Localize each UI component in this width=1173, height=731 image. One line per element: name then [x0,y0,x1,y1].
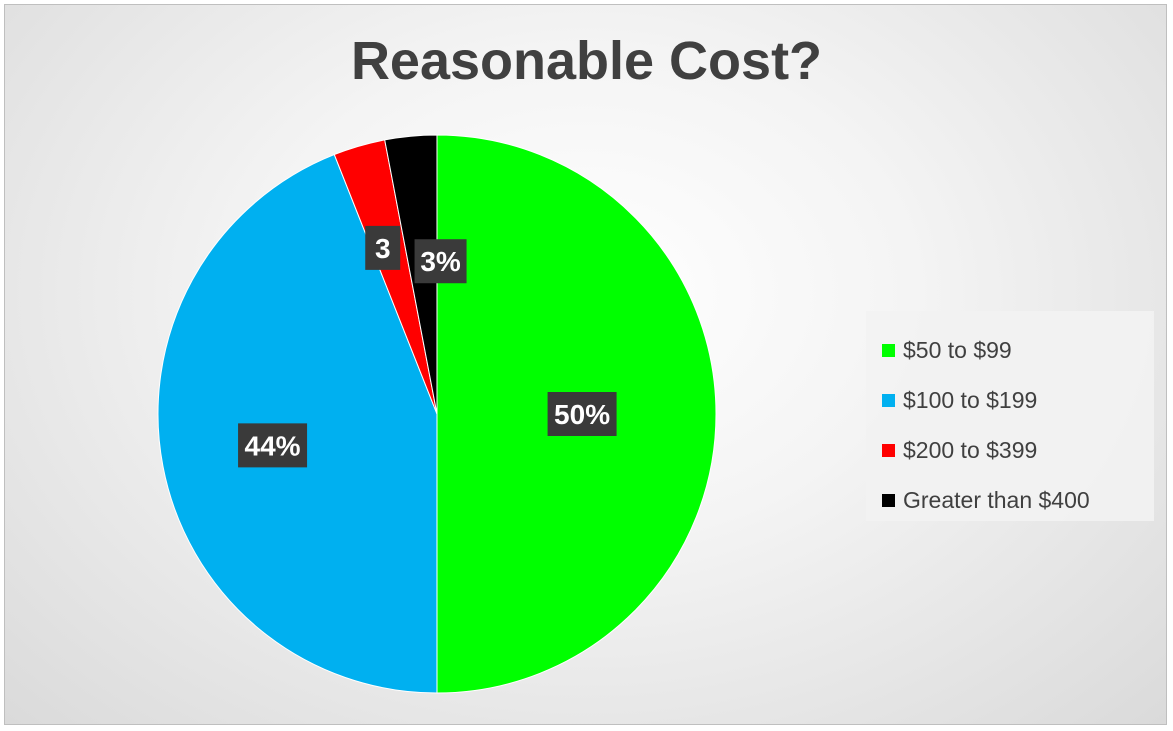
data-label-text: 44% [245,430,301,461]
data-label-50-to-99: 50% [547,392,617,436]
legend-item-50-to-99: $50 to $99 [866,325,1154,375]
legend-label: $50 to $99 [903,336,1012,363]
data-label-greater-than-400: 3% [414,239,467,284]
data-label-200-to-399: 3 [365,225,401,270]
data-label-box [365,225,401,270]
legend-item-greater-than-400: Greater than $400 [866,475,1154,525]
legend-swatch [882,443,895,457]
pie-slice-greater-than-400 [384,134,438,415]
legend-label: $100 to $199 [903,386,1038,413]
legend-label: Greater than $400 [903,486,1090,513]
legend-swatch [882,343,895,357]
data-label-text: 3% [420,246,461,277]
legend-label: $200 to $399 [903,436,1038,463]
data-label-text: 3 [375,233,391,264]
chart-title: Reasonable Cost? [350,31,823,91]
data-label-box [547,392,617,436]
legend-swatch [882,393,895,407]
legend-swatch [882,493,895,507]
data-label-box [238,423,308,468]
legend-item-100-to-199: $100 to $199 [866,375,1154,425]
legend-item-200-to-399: $200 to $399 [866,425,1154,475]
chart-legend: $50 to $99 $100 to $199 $200 to $399 Greate… [866,311,1154,521]
pie-slices [157,134,717,694]
data-label-text: 50% [554,399,610,430]
pie-data-labels: 50% 44% 3 3% [238,225,617,468]
data-label-100-to-199: 44% [238,423,308,468]
data-label-box [414,239,467,284]
